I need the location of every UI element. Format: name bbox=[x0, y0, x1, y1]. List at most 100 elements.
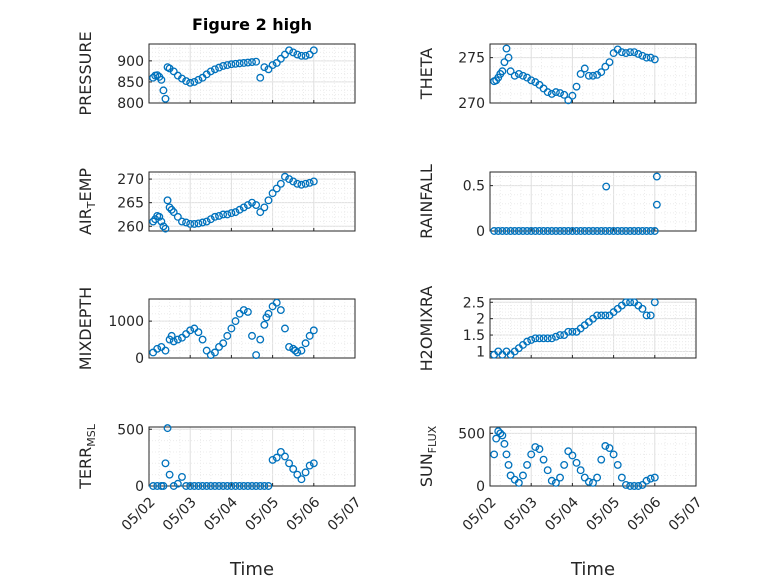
data-point bbox=[593, 311, 602, 320]
data-point bbox=[223, 482, 232, 490]
y-tick-label: 1 bbox=[476, 344, 485, 360]
data-point bbox=[161, 94, 170, 103]
data-point bbox=[617, 48, 626, 57]
data-point bbox=[580, 473, 589, 482]
data-point bbox=[560, 227, 569, 235]
data-point bbox=[231, 59, 240, 68]
data-point bbox=[289, 48, 298, 57]
data-point bbox=[589, 71, 597, 80]
data-point bbox=[190, 482, 199, 490]
data-point bbox=[149, 482, 158, 490]
data-point bbox=[182, 77, 191, 86]
data-point bbox=[630, 48, 639, 57]
data-point bbox=[239, 306, 248, 315]
y-axis-label: TERRMSL bbox=[76, 423, 98, 490]
data-point bbox=[502, 44, 511, 53]
data-point bbox=[301, 51, 310, 60]
y-tick-label: 2 bbox=[476, 312, 485, 328]
data-point bbox=[198, 218, 207, 227]
data-point bbox=[239, 59, 248, 67]
data-point bbox=[613, 227, 622, 235]
data-point bbox=[256, 73, 265, 82]
data-point bbox=[293, 348, 302, 357]
data-point bbox=[626, 48, 635, 57]
data-point bbox=[219, 210, 228, 219]
data-point bbox=[630, 482, 639, 490]
data-point bbox=[492, 434, 501, 443]
data-point bbox=[514, 227, 523, 235]
data-point bbox=[289, 465, 298, 473]
data-point bbox=[622, 480, 630, 489]
data-point bbox=[646, 474, 655, 483]
data-point bbox=[527, 227, 536, 235]
data-point bbox=[264, 482, 273, 490]
data-point bbox=[301, 179, 310, 188]
data-point bbox=[539, 455, 548, 464]
data-point bbox=[539, 84, 548, 93]
data-point bbox=[289, 177, 298, 186]
data-point bbox=[634, 227, 643, 235]
y-tick-label: 1000 bbox=[108, 314, 144, 330]
data-point bbox=[576, 70, 585, 78]
data-point bbox=[231, 208, 240, 217]
y-axis-label: RAINFALL bbox=[417, 164, 436, 239]
data-point bbox=[243, 201, 252, 209]
data-point bbox=[568, 327, 577, 336]
data-point bbox=[494, 227, 503, 235]
data-point bbox=[305, 178, 314, 187]
data-point bbox=[551, 88, 560, 97]
data-point bbox=[523, 460, 532, 469]
data-point bbox=[504, 460, 513, 469]
data-point bbox=[293, 179, 302, 188]
data-point bbox=[506, 227, 515, 235]
data-point bbox=[609, 227, 618, 235]
x-tick-label: 05/07 bbox=[325, 494, 365, 534]
data-point bbox=[556, 227, 564, 235]
data-point bbox=[564, 447, 573, 456]
x-tick-label: 05/04 bbox=[201, 494, 241, 534]
data-point bbox=[264, 65, 273, 74]
data-point bbox=[260, 63, 269, 72]
data-point bbox=[630, 227, 639, 235]
y-tick-label: 265 bbox=[117, 196, 144, 212]
data-point bbox=[256, 335, 265, 344]
subplot-2: 270 275 THETA bbox=[417, 43, 697, 112]
x-tick-label: 05/06 bbox=[625, 494, 665, 534]
data-point bbox=[268, 189, 277, 198]
data-point bbox=[235, 205, 244, 214]
data-point bbox=[169, 337, 178, 346]
data-point bbox=[219, 339, 228, 348]
data-point bbox=[272, 298, 281, 307]
data-point bbox=[210, 348, 219, 357]
data-point bbox=[186, 78, 195, 87]
data-point bbox=[547, 334, 556, 343]
data-point bbox=[248, 331, 256, 340]
data-point bbox=[642, 311, 651, 320]
y-tick-label: 800 bbox=[117, 96, 144, 112]
data-point bbox=[572, 458, 581, 467]
axes-box bbox=[148, 171, 356, 232]
data-point bbox=[169, 208, 178, 217]
data-point bbox=[285, 175, 294, 184]
data-point bbox=[309, 326, 318, 335]
data-point bbox=[231, 482, 240, 490]
x-tick-label: 05/06 bbox=[284, 494, 324, 534]
data-point bbox=[281, 452, 289, 461]
data-point bbox=[589, 478, 597, 487]
data-point bbox=[163, 196, 172, 205]
axes-box bbox=[148, 298, 356, 359]
data-point bbox=[219, 61, 228, 70]
data-point bbox=[157, 75, 166, 84]
x-axis-label: Time bbox=[229, 559, 274, 580]
data-point bbox=[182, 330, 191, 338]
data-point bbox=[605, 444, 614, 453]
data-point bbox=[252, 201, 261, 209]
y-axis-label: THETA bbox=[417, 48, 436, 100]
x-tick-label: 05/02 bbox=[119, 494, 159, 534]
data-point bbox=[157, 342, 166, 351]
data-point bbox=[301, 339, 310, 348]
data-point bbox=[551, 478, 560, 487]
subplot-5: 0 1000 MIXDEPTH bbox=[76, 287, 356, 370]
data-point bbox=[227, 482, 236, 490]
data-point bbox=[157, 217, 166, 226]
